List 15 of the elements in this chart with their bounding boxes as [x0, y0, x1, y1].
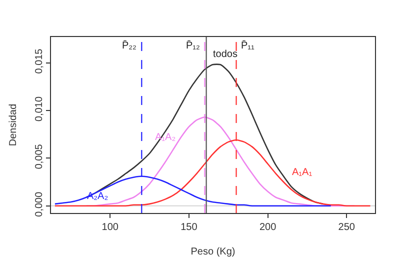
series-label: A₁A₁ — [292, 167, 313, 178]
x-tick-label: 200 — [259, 222, 277, 233]
y-tick-label: 0,005 — [34, 144, 45, 170]
x-tick-label: 150 — [180, 222, 198, 233]
y-axis-title: Densidad — [8, 104, 19, 146]
ref-line-label: P̄₁₂ — [186, 40, 200, 52]
x-tick-label: 100 — [102, 222, 119, 233]
x-axis-title: Peso (Kg) — [190, 246, 236, 258]
ref-line-label: P̄₁₁ — [241, 40, 256, 52]
x-tick-label: 250 — [338, 222, 356, 233]
y-tick-label: 0,015 — [34, 48, 45, 74]
ref-line-label: P̄₂₂ — [122, 40, 137, 52]
series-label: todos — [213, 49, 238, 60]
y-tick-label: 0,010 — [34, 96, 45, 122]
y-tick-label: 0,000 — [34, 191, 45, 217]
